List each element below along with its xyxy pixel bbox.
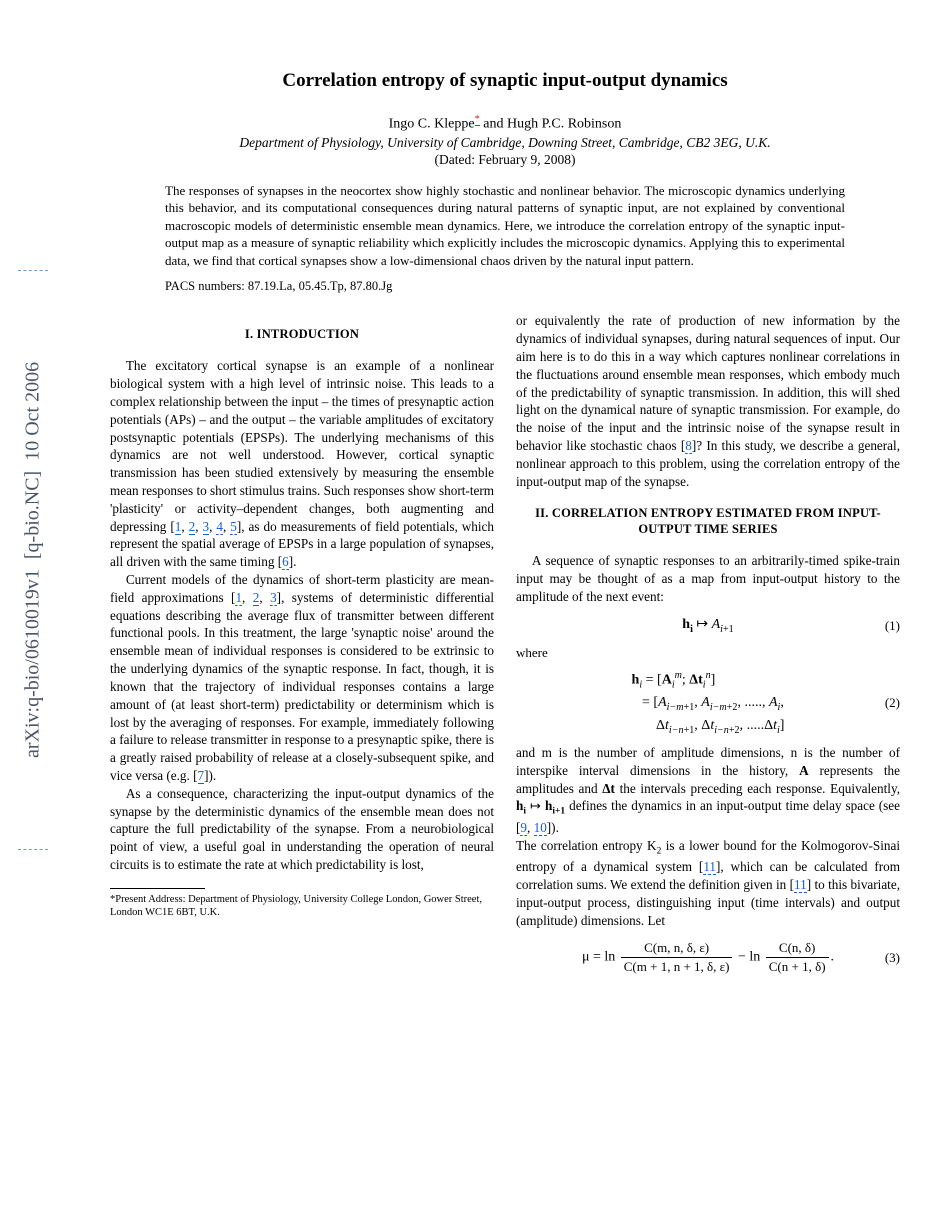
intro-para-4: or equivalently the rate of production o…	[516, 312, 900, 490]
eq2-body: hi = [Aim; Δtin] = [Ai−m+1, Ai−m+2, ....…	[632, 668, 785, 738]
cite-10[interactable]: 10	[534, 820, 547, 836]
cite-3b[interactable]: 3	[270, 590, 277, 606]
eq3-frac2: C(n, δ) C(n + 1, δ)	[766, 939, 829, 975]
arxiv-watermark: arXiv:q-bio/0610019v1 [q-bio.NC] 10 Oct …	[18, 270, 48, 850]
abstract: The responses of synapses in the neocort…	[165, 182, 845, 270]
author-2: and Hugh P.C. Robinson	[480, 117, 622, 132]
dated-line: (Dated: February 9, 2008)	[110, 152, 900, 168]
cite-5[interactable]: 5	[230, 519, 237, 535]
page-content: Correlation entropy of synaptic input-ou…	[110, 70, 900, 1183]
footnote-rule	[110, 888, 205, 889]
cite-11b[interactable]: 11	[794, 877, 807, 893]
intro-para-2: Current models of the dynamics of short-…	[110, 571, 494, 785]
two-column-body: I. INTRODUCTION The excitatory cortical …	[110, 312, 900, 983]
pacs-numbers: PACS numbers: 87.19.La, 05.45.Tp, 87.80.…	[165, 279, 845, 294]
eq1-number: (1)	[885, 617, 900, 635]
intro-para-3: As a consequence, characterizing the inp…	[110, 785, 494, 874]
equation-2: hi = [Aim; Δtin] = [Ai−m+1, Ai−m+2, ....…	[516, 668, 900, 738]
s2-para-1: A sequence of synaptic responses to an a…	[516, 552, 900, 605]
affiliation: Department of Physiology, University of …	[110, 135, 900, 151]
eq3-frac1: C(m, n, δ, ε) C(m + 1, n + 1, δ, ε)	[621, 939, 733, 975]
eq3-body: μ = ln C(m, n, δ, ε) C(m + 1, n + 1, δ, …	[582, 939, 834, 975]
equation-3: μ = ln C(m, n, δ, ε) C(m + 1, n + 1, δ, …	[516, 939, 900, 975]
footnote-text: *Present Address: Department of Physiolo…	[110, 893, 494, 919]
where-label: where	[516, 644, 900, 662]
cite-6[interactable]: 6	[282, 554, 289, 570]
cite-4[interactable]: 4	[216, 519, 223, 535]
arxiv-id: arXiv:q-bio/0610019v1	[22, 569, 44, 758]
eq3-number: (3)	[885, 949, 900, 967]
arxiv-category: [q-bio.NC]	[22, 471, 44, 559]
page-title: Correlation entropy of synaptic input-ou…	[110, 70, 900, 92]
cite-11[interactable]: 11	[703, 859, 716, 875]
cite-8[interactable]: 8	[685, 438, 692, 454]
equation-1: hi ↦ Ai+1 (1)	[516, 616, 900, 636]
s2-para-3: The correlation entropy K2 is a lower bo…	[516, 837, 900, 930]
s2-para-2: and m is the number of amplitude dimensi…	[516, 744, 900, 837]
section-1-heading: I. INTRODUCTION	[110, 326, 494, 343]
footnote-block: *Present Address: Department of Physiolo…	[110, 888, 494, 919]
cite-9[interactable]: 9	[520, 820, 527, 836]
section-2-heading: II. CORRELATION ENTROPY ESTIMATED FROM I…	[516, 505, 900, 539]
author-1: Ingo C. Kleppe	[389, 117, 475, 132]
eq2-number: (2)	[885, 694, 900, 712]
eq1-body: hi ↦ Ai+1	[682, 616, 733, 636]
arxiv-date: 10 Oct 2006	[22, 362, 44, 461]
authors-line: Ingo C. Kleppe* and Hugh P.C. Robinson	[110, 114, 900, 133]
intro-para-1: The excitatory cortical synapse is an ex…	[110, 357, 494, 571]
